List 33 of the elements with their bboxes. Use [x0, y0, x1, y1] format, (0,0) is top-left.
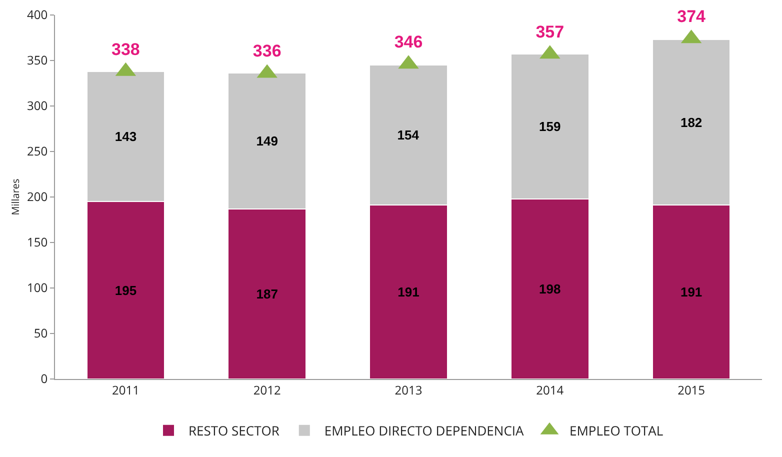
data-label: 154 [397, 128, 420, 143]
data-label: 143 [114, 128, 137, 144]
data-label: 159 [539, 118, 561, 134]
y-tick-label: 0 [40, 370, 48, 388]
y-tick-label: 200 [27, 188, 48, 206]
x-tick-label: 2013 [394, 381, 422, 398]
data-label: 357 [536, 22, 564, 42]
data-label: 191 [398, 284, 420, 300]
x-tick-label: 2015 [678, 381, 706, 398]
legend-label: EMPLEO DIRECTO DEPENDENCIA [324, 421, 525, 440]
data-label: 374 [677, 7, 706, 26]
y-tick-label: 400 [27, 6, 48, 24]
data-label: 338 [112, 40, 140, 59]
y-tick-label: 100 [27, 279, 48, 296]
y-tick-label: 250 [27, 142, 48, 160]
y-tick-label: 150 [27, 234, 48, 251]
x-tick-label: 2012 [253, 381, 281, 398]
data-label: 346 [394, 32, 423, 52]
legend-label: RESTO SECTOR [188, 421, 280, 440]
data-label: 198 [539, 281, 561, 296]
x-tick-label: 2014 [536, 381, 564, 398]
data-label: 336 [252, 42, 282, 61]
y-tick-label: 300 [27, 97, 48, 114]
x-tick-label: 2011 [112, 381, 140, 398]
data-label: 182 [680, 114, 702, 130]
y-tick-label: 50 [34, 324, 48, 342]
data-label: 149 [256, 134, 278, 149]
y-tick-label: 350 [27, 52, 48, 69]
data-label: 187 [256, 286, 278, 302]
y-axis-title: Millares [8, 178, 22, 216]
legend-label: EMPLEO TOTAL [570, 421, 664, 440]
data-label: 191 [680, 284, 702, 300]
data-label: 195 [114, 282, 137, 298]
